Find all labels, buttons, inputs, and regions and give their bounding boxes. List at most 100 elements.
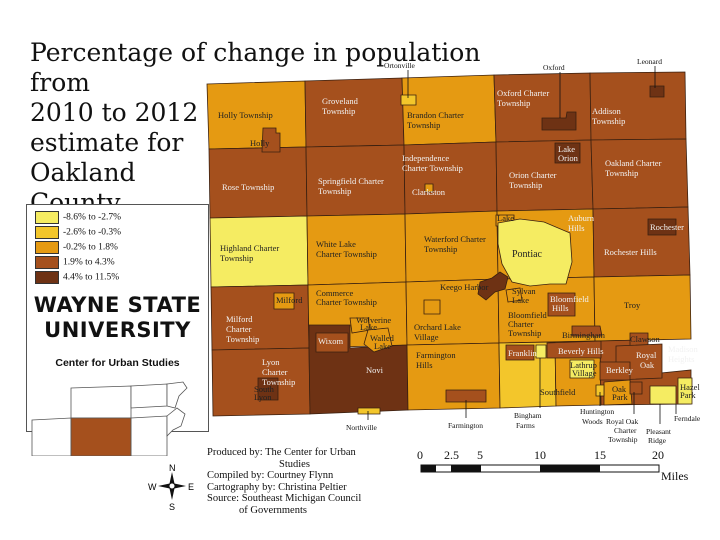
legend-label: -8.6% to -2.7% [63, 212, 122, 223]
label-orchard-lake-2: Village [414, 332, 439, 342]
label-commerce-2: Charter Township [316, 297, 377, 307]
scale-unit: Miles [661, 469, 689, 483]
legend-label: 4.4% to 11.5% [63, 272, 120, 283]
label-rose: Rose Township [222, 182, 274, 192]
label-groveland-2: Township [322, 106, 355, 116]
label-sylvan-1: Sylvan [512, 286, 536, 296]
label-huntington-2: Woods [582, 417, 603, 426]
legend-item: -0.2% to 1.8% [35, 241, 118, 254]
label-wolverine-2: Lake [360, 322, 377, 332]
label-milford-twp-2: Charter [226, 324, 252, 334]
label-lyon-1: Lyon [262, 357, 280, 367]
label-franklin: Franklin [508, 348, 538, 358]
city-farmington [445, 389, 487, 403]
label-bloomfield-twp-1: Bloomfield [508, 310, 547, 320]
label-clarkston: Clarkston [412, 187, 446, 197]
city-lathrup [569, 359, 595, 379]
label-independence-2: Charter Township [402, 163, 463, 173]
label-milford-twp-3: Township [226, 334, 259, 344]
label-milford-twp-1: Milford [226, 314, 253, 324]
label-farmington-hills-1: Farmington [416, 350, 456, 360]
scale-bar [420, 464, 660, 473]
label-troy: Troy [624, 300, 641, 310]
label-clawson: Clawson [630, 334, 661, 344]
city-keego [477, 271, 509, 301]
map-title: Percentage of change in population from … [30, 38, 481, 217]
scale-tick-label: 15 [594, 448, 606, 462]
city-ferndale [649, 385, 677, 405]
legend-item: 4.4% to 11.5% [35, 271, 120, 284]
label-lake-orion-1: Lake [558, 144, 575, 154]
label-hazel-park-1: Hazel [680, 382, 700, 392]
label-bloomfield-twp-3: Township [508, 328, 541, 338]
city-birmingham [571, 325, 603, 337]
label-rochester: Rochester [650, 222, 684, 232]
label-oxford: Oxford [543, 63, 565, 72]
label-addison-2: Township [592, 116, 625, 126]
label-ferndale: Ferndale [674, 414, 701, 423]
label-rochester-hills: Rochester Hills [604, 247, 657, 257]
label-oak-park-1: Oak [612, 384, 627, 394]
label-ortonville: Ortonville [384, 61, 415, 70]
credit-source-2: of Governments [239, 504, 307, 516]
region-troy [593, 274, 692, 342]
label-lake-orion-2: Orion [558, 153, 579, 163]
legend-label: 1.9% to 4.3% [63, 257, 115, 268]
city-south-lyon [257, 377, 279, 401]
label-pleasant-ridge-2: Ridge [648, 436, 667, 445]
label-orion-1: Orion Charter [509, 170, 557, 180]
region-rochester-hills [592, 206, 691, 278]
center-name: Center for Urban Studies [55, 357, 180, 369]
legend-swatch [35, 211, 59, 224]
label-addison-1: Addison [592, 106, 622, 116]
city-milford [273, 292, 295, 310]
label-royal-oak-2: Oak [640, 360, 655, 370]
city-walled-lake [363, 327, 393, 353]
legend-item: -8.6% to -2.7% [35, 211, 122, 224]
compass-n: N [169, 463, 176, 473]
inset-locator-map [31, 381, 188, 456]
city-northville [357, 407, 381, 415]
compass-s: S [169, 502, 175, 512]
legend-swatch [35, 271, 59, 284]
scale-tick-label: 5 [477, 448, 483, 462]
label-novi: Novi [366, 365, 384, 375]
label-oak-park-2: Park [612, 392, 628, 402]
label-lathrup-1: Lathrup [570, 360, 597, 370]
credit-compiled: Compiled by: Courtney Flynn [207, 470, 334, 481]
city-wixom [315, 332, 349, 353]
city-beverly-hills [546, 340, 602, 359]
label-south-lyon-2: Lyon [254, 392, 272, 402]
label-pontiac: Pontiac [512, 249, 543, 260]
label-wolverine-1: Wolverine [356, 315, 391, 325]
label-holly-township: Holly Township [218, 110, 273, 120]
city-leonard [649, 85, 665, 98]
credit-cartography: Cartography by: Christina Peltier [207, 481, 347, 493]
city-hazel-park [677, 377, 693, 405]
wsu-logo-line2: UNIVERSITY [44, 318, 191, 342]
legend-item: 1.9% to 4.3% [35, 256, 115, 269]
label-beverly-hills: Beverly Hills [558, 346, 604, 356]
label-oakland-twp-1: Oakland Charter [605, 158, 662, 168]
legend-swatch [35, 241, 59, 254]
label-walled-lake-2: Lake [374, 341, 391, 351]
label-lyon-3: Township [262, 377, 295, 387]
label-royal-oak-1: Royal [636, 350, 657, 360]
label-independence-1: Independence [402, 153, 449, 163]
city-sylvan-lake [505, 287, 523, 303]
label-huntington-1: Huntington [580, 407, 614, 416]
label-orion-2: Township [509, 180, 542, 190]
city-ortonville [400, 94, 417, 106]
label-brandon-1: Brandon Charter [407, 110, 464, 120]
label-oxford-twp-2: Township [497, 98, 530, 108]
legend-label: -0.2% to 1.8% [63, 242, 118, 253]
compass-e: E [188, 482, 194, 492]
label-waterford-2: Township [424, 244, 457, 254]
label-oakland-twp-2: Township [605, 168, 638, 178]
city-rochester [647, 218, 677, 236]
label-holly: Holly [250, 138, 270, 148]
label-orchard-lake-1: Orchard Lake [414, 322, 461, 332]
credit-source: Source: Southeast Michigan Council [207, 493, 362, 504]
label-brandon-2: Township [407, 120, 440, 130]
label-madison-heights-2: Heights [668, 354, 694, 364]
